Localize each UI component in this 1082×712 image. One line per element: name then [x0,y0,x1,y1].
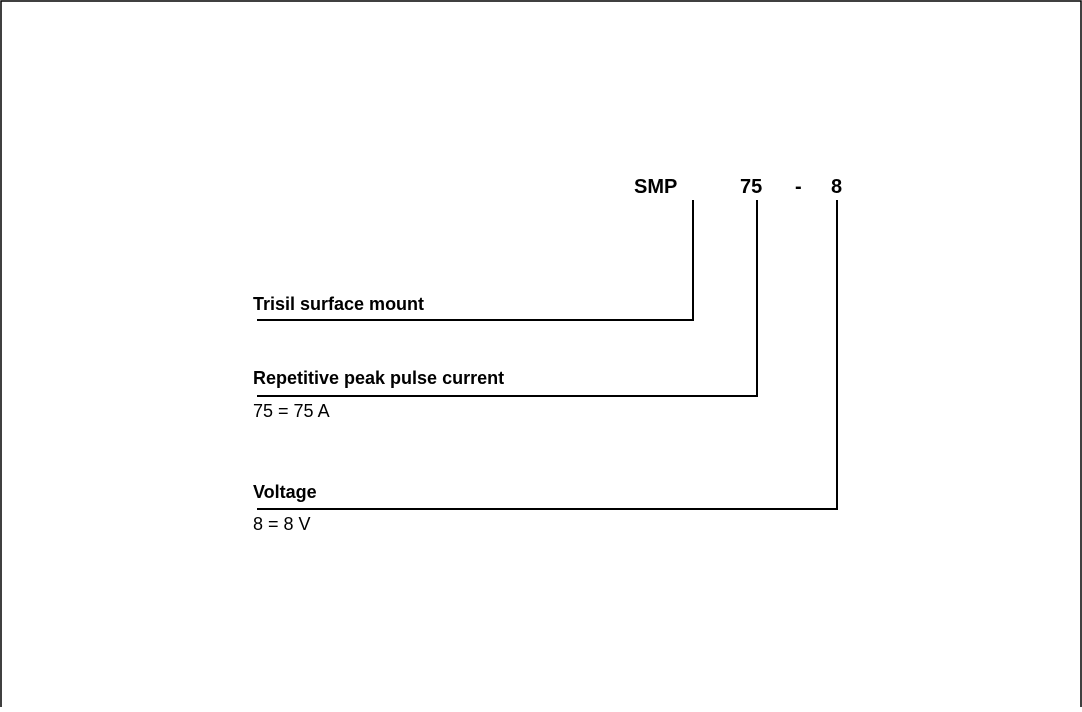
code-part: SMP [634,176,677,198]
code-part: 75 [740,176,762,198]
code-part: - [795,176,802,198]
field-detail: 75 = 75 A [253,401,330,421]
leader-lines [257,200,838,510]
code-part: 8 [831,176,842,198]
field-label: Trisil surface mount [253,294,424,314]
field-label: Repetitive peak pulse current [253,368,504,388]
field-detail: 8 = 8 V [253,514,311,534]
field-label: Voltage [253,482,317,502]
